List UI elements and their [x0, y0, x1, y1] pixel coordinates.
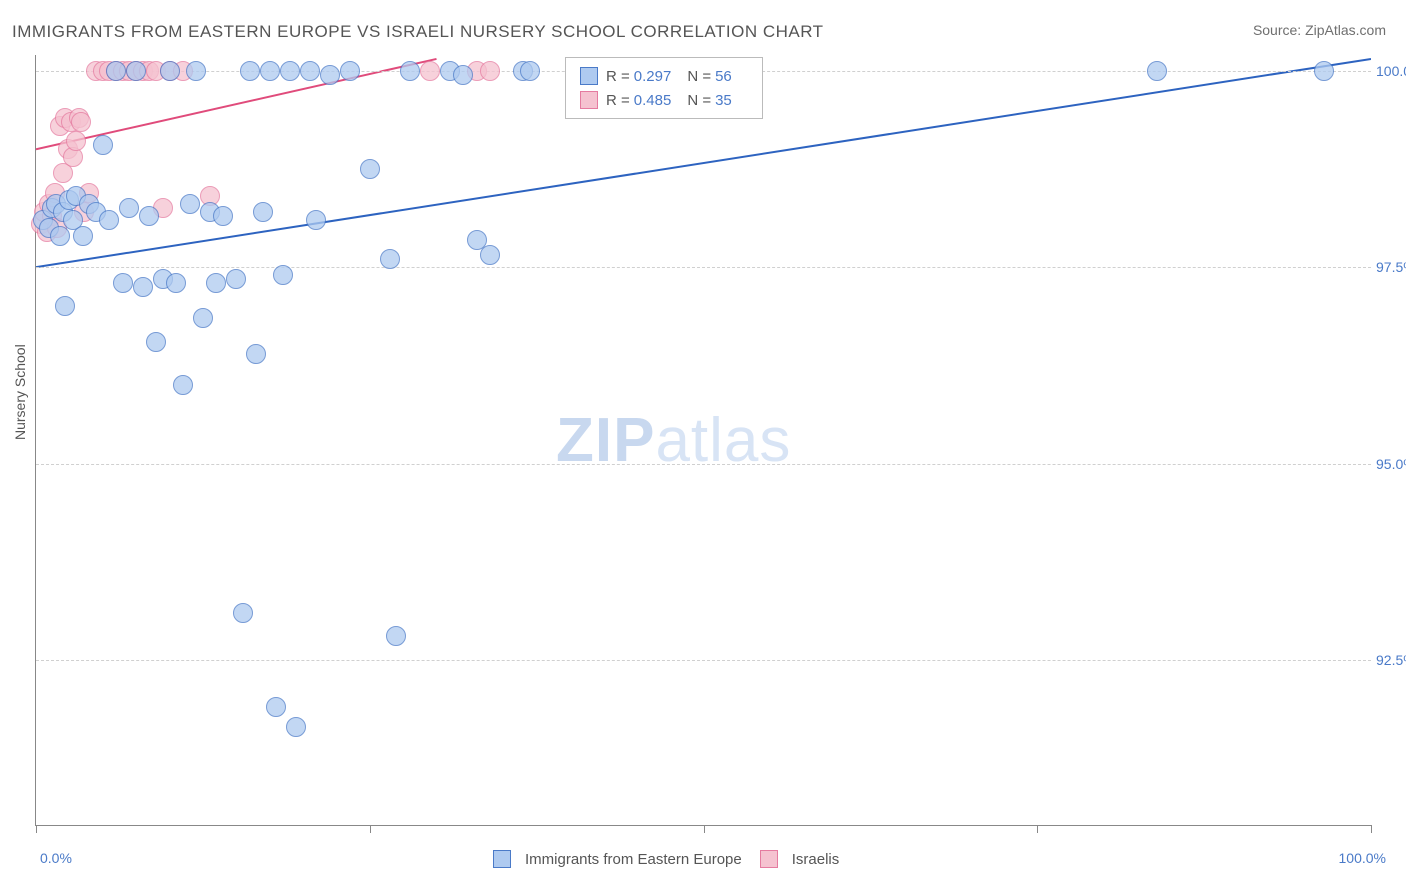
pink-point [71, 112, 91, 132]
plot-area: ZIPatlas 100.0%97.5%95.0%92.5% [35, 55, 1371, 826]
watermark-zip: ZIP [556, 406, 655, 475]
blue-point [226, 269, 246, 289]
y-axis-label: Nursery School [12, 344, 28, 440]
x-axis-max-label: 100.0% [1339, 850, 1386, 866]
blue-point [119, 198, 139, 218]
r-label: R = [606, 68, 630, 85]
blue-point [266, 697, 286, 717]
n-value: 35 [715, 92, 732, 109]
series-legend: Immigrants from Eastern Europe Israelis [475, 850, 839, 868]
blue-point [240, 61, 260, 81]
blue-point [246, 344, 266, 364]
blue-point [213, 206, 233, 226]
trend-lines-layer [36, 55, 1371, 825]
legend-swatch [580, 91, 598, 109]
blue-point [520, 61, 540, 81]
stats-legend: R =0.297 N =56 R =0.485 N =35 [565, 57, 763, 119]
blue-point [106, 61, 126, 81]
blue-point [146, 332, 166, 352]
blue-point [50, 226, 70, 246]
x-tick-mark [1371, 825, 1372, 833]
blue-point [253, 202, 273, 222]
n-label: N = [687, 68, 711, 85]
blue-point [126, 61, 146, 81]
blue-point [73, 226, 93, 246]
blue-point [133, 277, 153, 297]
n-label: N = [687, 92, 711, 109]
blue-point [1314, 61, 1334, 81]
y-tick-label: 92.5% [1376, 652, 1406, 668]
blue-point [360, 159, 380, 179]
blue-point [380, 249, 400, 269]
r-value: 0.485 [634, 92, 672, 109]
blue-point [113, 273, 133, 293]
blue-point [206, 273, 226, 293]
watermark: ZIPatlas [556, 405, 791, 476]
y-tick-label: 100.0% [1376, 63, 1406, 79]
blue-point [280, 61, 300, 81]
blue-point [453, 65, 473, 85]
legend-label: Immigrants from Eastern Europe [525, 851, 742, 868]
r-label: R = [606, 92, 630, 109]
source-attribution: Source: ZipAtlas.com [1253, 22, 1386, 38]
blue-point [233, 603, 253, 623]
blue-point [320, 65, 340, 85]
stats-legend-row: R =0.297 N =56 [580, 64, 748, 88]
blue-point [160, 61, 180, 81]
x-axis-min-label: 0.0% [40, 850, 72, 866]
blue-point [286, 717, 306, 737]
gridline [36, 660, 1371, 661]
pink-point [66, 131, 86, 151]
gridline [36, 464, 1371, 465]
blue-point [273, 265, 293, 285]
blue-point [260, 61, 280, 81]
legend-label: Israelis [792, 851, 840, 868]
pink-point [480, 61, 500, 81]
blue-point [180, 194, 200, 214]
blue-point [186, 61, 206, 81]
y-tick-label: 97.5% [1376, 259, 1406, 275]
blue-point [99, 210, 119, 230]
blue-point [480, 245, 500, 265]
blue-point [300, 61, 320, 81]
pink-point [420, 61, 440, 81]
x-tick-mark [704, 825, 705, 833]
blue-point [139, 206, 159, 226]
chart-title: IMMIGRANTS FROM EASTERN EUROPE VS ISRAEL… [12, 22, 824, 42]
blue-point [193, 308, 213, 328]
n-value: 56 [715, 68, 732, 85]
stats-legend-row: R =0.485 N =35 [580, 88, 748, 112]
r-value: 0.297 [634, 68, 672, 85]
blue-point [400, 61, 420, 81]
legend-swatch [580, 67, 598, 85]
blue-point [55, 296, 75, 316]
x-tick-mark [36, 825, 37, 833]
y-tick-label: 95.0% [1376, 456, 1406, 472]
x-tick-mark [370, 825, 371, 833]
blue-point [166, 273, 186, 293]
source-name: ZipAtlas.com [1305, 22, 1386, 38]
blue-point [93, 135, 113, 155]
source-prefix: Source: [1253, 22, 1305, 38]
watermark-atlas: atlas [655, 406, 791, 475]
x-tick-mark [1037, 825, 1038, 833]
blue-point [1147, 61, 1167, 81]
blue-point [386, 626, 406, 646]
legend-swatch [760, 850, 778, 868]
blue-point [173, 375, 193, 395]
blue-point [340, 61, 360, 81]
blue-point [306, 210, 326, 230]
legend-swatch [493, 850, 511, 868]
